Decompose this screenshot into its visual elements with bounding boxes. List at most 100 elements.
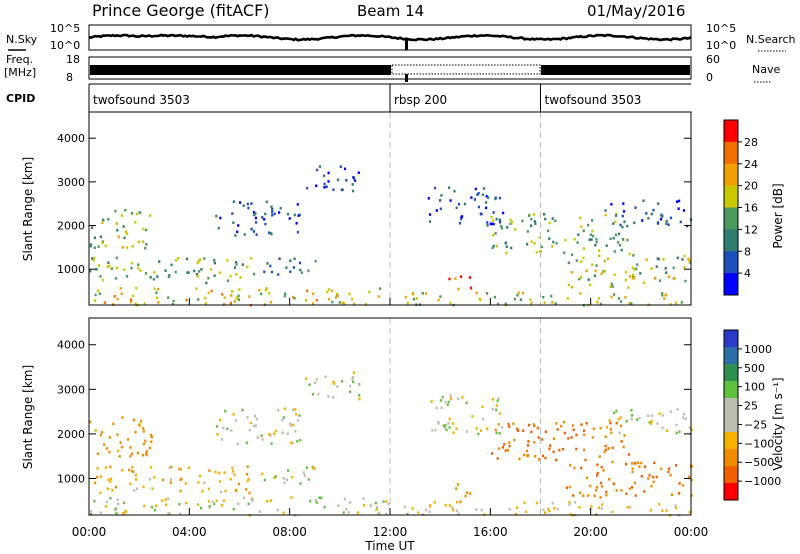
- scatter-cell: [566, 297, 569, 300]
- scatter-cell: [612, 482, 615, 486]
- scatter-cell: [411, 507, 414, 510]
- scatter-cell: [638, 416, 641, 420]
- scatter-cell: [428, 213, 432, 216]
- scatter-cell: [271, 210, 274, 214]
- scatter-cell: [466, 430, 469, 433]
- scatter-cell: [250, 202, 253, 205]
- scatter-cell: [570, 436, 573, 439]
- scatter-cell: [142, 427, 145, 430]
- scatter-cell: [587, 223, 590, 227]
- scatter-cell: [149, 214, 152, 217]
- scatter-cell: [210, 289, 213, 293]
- scatter-cell: [496, 457, 499, 460]
- scatter-cell: [623, 434, 626, 437]
- cbar-frame: [723, 329, 739, 501]
- scatter-cell: [254, 221, 258, 224]
- scatter-cell: [145, 452, 148, 455]
- scatter-cell: [260, 292, 263, 296]
- scatter-cell: [428, 510, 431, 514]
- scatter-cell: [613, 411, 616, 415]
- y-tick-label: 4000: [57, 132, 85, 145]
- scatter-cell: [132, 470, 135, 473]
- scatter-cell: [683, 254, 686, 258]
- scatter-cell: [578, 277, 581, 281]
- scatter-cell: [338, 301, 341, 304]
- scatter-cell: [570, 271, 573, 274]
- nsearch-label: N.Search: [746, 33, 796, 46]
- scatter-cell: [356, 511, 359, 514]
- scatter-cell: [661, 293, 664, 297]
- scatter-cell: [461, 215, 464, 218]
- scatter-cell: [643, 490, 646, 493]
- scatter-cell: [207, 487, 210, 491]
- scatter-cell: [635, 418, 639, 421]
- scatter-cell: [600, 272, 603, 275]
- scatter-cell: [123, 501, 126, 505]
- scatter-cell: [105, 505, 108, 508]
- scatter-cell: [522, 429, 525, 432]
- scatter-cell: [131, 212, 134, 215]
- scatter-cell: [332, 380, 335, 384]
- scatter-cell: [504, 449, 507, 452]
- scatter-cell: [362, 497, 365, 500]
- cpid-label: CPID: [6, 92, 35, 105]
- cbar-tick-label: 1000: [744, 343, 772, 356]
- scatter-cell: [583, 429, 586, 432]
- scatter-cell: [312, 466, 315, 470]
- scatter-cell: [611, 510, 614, 514]
- y-tick-label: 2000: [57, 220, 85, 233]
- scatter-cell: [253, 213, 256, 217]
- scatter-cell: [253, 272, 256, 276]
- scatter-cell: [580, 466, 583, 470]
- scatter-cell: [517, 291, 520, 295]
- scatter-cell: [565, 486, 568, 490]
- scatter-cell: [149, 433, 153, 437]
- cbar-swatch: [724, 273, 738, 296]
- scatter-cell: [306, 186, 309, 190]
- scatter-cell: [536, 426, 539, 430]
- nsky-trace: [88, 33, 692, 42]
- scatter-cell: [560, 424, 563, 428]
- scatter-cell: [567, 437, 570, 440]
- scatter-cell: [570, 285, 573, 289]
- scatter-cell: [97, 264, 101, 267]
- scatter-cell: [448, 277, 451, 281]
- cbar-swatch: [724, 163, 738, 186]
- scatter-cell: [609, 428, 612, 431]
- scatter-cell: [91, 257, 94, 260]
- scatter-cell: [148, 478, 151, 481]
- scatter-cell: [589, 484, 592, 488]
- scatter-cell: [277, 409, 280, 412]
- scatter-cell: [448, 186, 451, 189]
- scatter-cell: [505, 251, 508, 255]
- scatter-cell: [475, 508, 478, 511]
- scatter-cell: [102, 218, 105, 222]
- scatter-cell: [516, 427, 519, 431]
- scatter-cell: [215, 425, 219, 428]
- scatter-cell: [444, 504, 447, 507]
- scatter-cell: [117, 502, 120, 506]
- scatter-cell: [455, 487, 458, 490]
- scatter-cell: [547, 507, 550, 511]
- scatter-cell: [421, 292, 424, 295]
- scatter-cell: [474, 187, 477, 191]
- scatter-cell: [219, 216, 222, 220]
- scatter-cell: [484, 201, 488, 204]
- scatter-cell: [274, 429, 277, 433]
- scatter-cell: [289, 259, 292, 263]
- scatter-cell: [630, 302, 633, 305]
- scatter-cell: [544, 430, 547, 434]
- scatter-cell: [204, 296, 207, 300]
- cbar-tick-label: 28: [744, 136, 758, 149]
- scatter-cell: [209, 268, 213, 271]
- scatter-cell: [142, 485, 145, 489]
- scatter-cell: [619, 424, 623, 428]
- scatter-cell: [297, 214, 300, 217]
- scatter-cell: [530, 217, 533, 221]
- scatter-cell: [313, 467, 316, 470]
- scatter-cell: [207, 291, 210, 295]
- scatter-cell: [471, 415, 474, 418]
- scatter-cell: [309, 499, 312, 503]
- scatter-cell: [276, 508, 279, 512]
- scatter-cell: [260, 434, 263, 437]
